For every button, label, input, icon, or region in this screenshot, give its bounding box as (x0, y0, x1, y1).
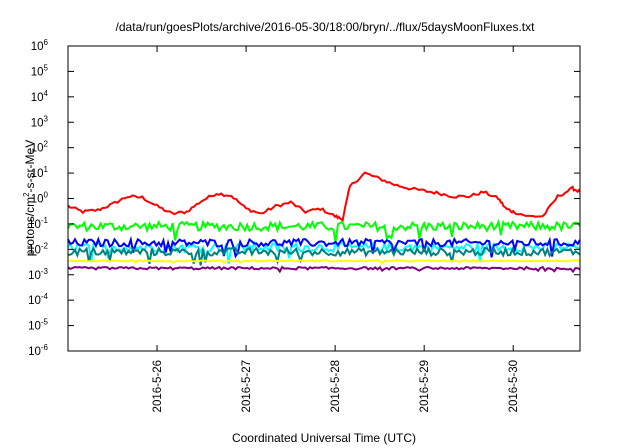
y-axis-label-prefix: protons/cm (23, 197, 37, 256)
x-tick-label: 2016-5-27 (241, 360, 253, 412)
x-axis-label: Coordinated Universal Time (UTC) (232, 431, 416, 445)
plot-area (67, 171, 581, 274)
y-tick-label: 104 (31, 89, 49, 104)
y-tick-label: 10-5 (28, 318, 48, 333)
series-line-7 (67, 265, 581, 274)
x-tick-label: 2016-5-30 (508, 360, 520, 412)
y-axis-label-superscript: 2 (22, 192, 31, 197)
x-axis: 2016-5-26 2016-5-27 2016-5-28 2016-5-29 2016… (152, 46, 520, 412)
y-tick-label: 10-4 (28, 292, 48, 307)
y-tick-label: 10-6 (28, 343, 48, 358)
series-line-5 (67, 244, 581, 266)
y-axis-label-suffix: -s-sr-MeV (23, 140, 37, 193)
chart-title: /data/run/goesPlots/archive/2016-05-30/1… (116, 20, 536, 34)
y-tick-label: 105 (31, 63, 49, 78)
y-tick-label: 106 (31, 38, 49, 53)
series-line-2 (67, 218, 581, 242)
x-tick-label: 2016-5-29 (419, 360, 431, 412)
y-axis-label: protons/cm2-s-sr-MeV (22, 140, 37, 256)
y-tick-label: 10-3 (28, 267, 48, 282)
x-tick-label: 2016-5-26 (152, 360, 164, 412)
x-tick-label: 2016-5-28 (330, 360, 342, 412)
series-line-1 (67, 171, 581, 224)
series-line-4 (67, 235, 581, 259)
y-tick-label: 103 (31, 114, 49, 129)
series-line-6 (67, 259, 581, 265)
